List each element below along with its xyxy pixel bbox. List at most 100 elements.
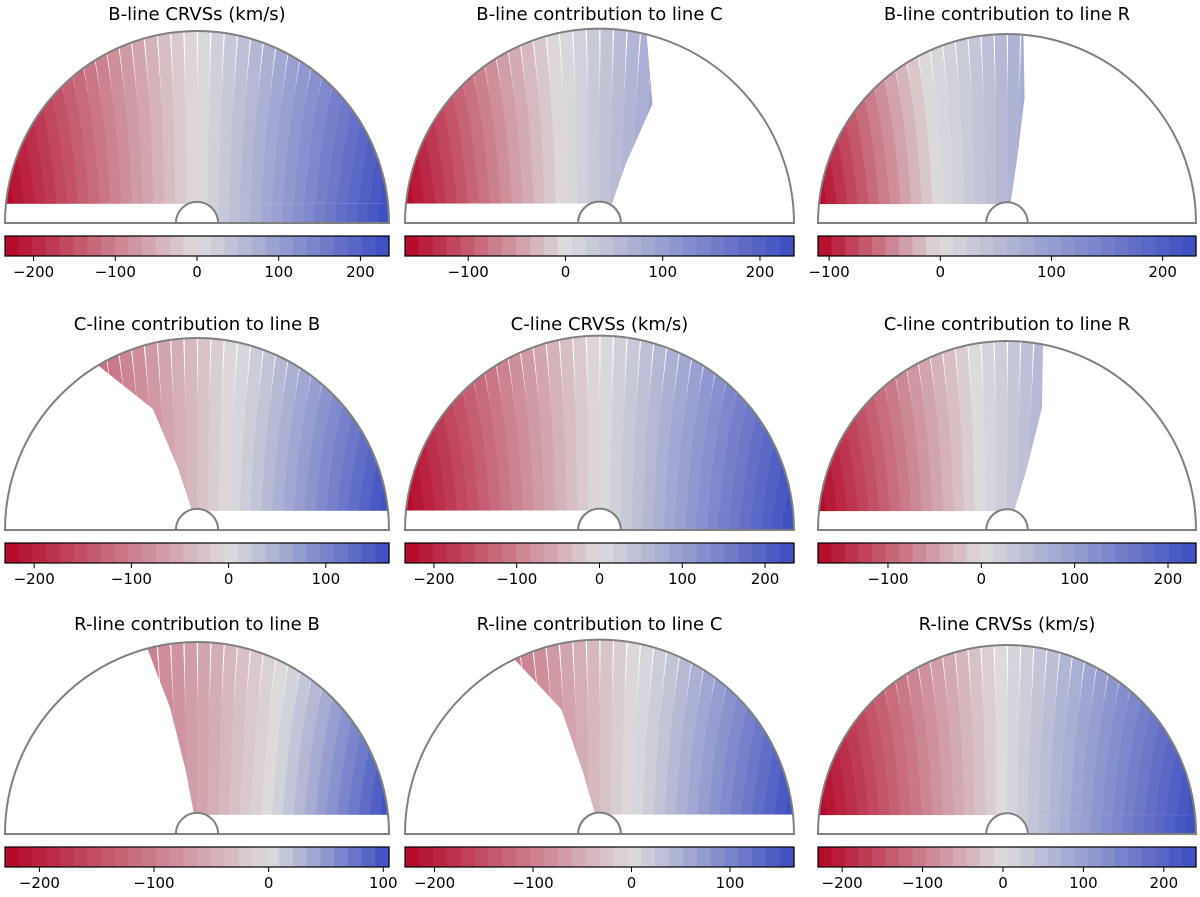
colorbar-segment (101, 847, 116, 867)
colorbar-segment (460, 236, 476, 256)
velocity-band (22, 637, 70, 836)
velocity-band (675, 510, 687, 530)
half-disc-outline (403, 27, 796, 224)
colorbar-tick-label: 100 (1060, 570, 1089, 588)
colorbar-segment (265, 543, 280, 563)
colorbar-segment (279, 236, 294, 256)
colorbar-segment (738, 543, 753, 563)
central-hole (577, 811, 622, 835)
colorbar-segment (993, 543, 1008, 563)
colorbar-segment (210, 236, 226, 256)
colorbar-segment (724, 543, 740, 563)
colorbar-segment (980, 236, 995, 256)
colorbar-segment (831, 847, 846, 867)
colorbar-segment (1047, 847, 1062, 867)
colorbar-segment (724, 847, 740, 867)
half-disc-outline (3, 641, 391, 835)
velocity-band (1028, 29, 1047, 225)
panel-title: B-line contribution to line C (476, 4, 722, 25)
colorbar-segment (926, 847, 941, 867)
velocity-band (818, 34, 841, 223)
velocity-band (250, 203, 262, 223)
colorbar-segment (818, 236, 833, 256)
colorbar-segment (530, 236, 545, 256)
colorbar-segment (114, 847, 130, 867)
central-hole (174, 200, 220, 224)
colorbar-segment (953, 847, 968, 867)
colorbar-segment (169, 847, 184, 867)
colorbar: −100 0 100 200 (817, 542, 1197, 588)
velocity-band (170, 642, 188, 834)
velocity-band (325, 203, 337, 223)
colorbar-segment (1101, 236, 1116, 256)
velocity-band (346, 203, 358, 223)
colorbar-segment (446, 543, 462, 563)
colorbar-segment (488, 236, 503, 256)
colorbar-segment (738, 236, 753, 256)
colorbar-tick-label: 200 (346, 263, 375, 281)
colorbar-segment (1182, 543, 1197, 563)
half-disc-outline (3, 337, 391, 531)
colorbar-segment (966, 543, 981, 563)
colorbar-segment (1007, 847, 1022, 867)
velocity-band (1081, 29, 1114, 225)
velocity-band (1144, 29, 1194, 225)
velocity-band (0, 333, 27, 532)
colorbar-segment (858, 847, 873, 867)
colorbar-segment (953, 543, 968, 563)
colorbar-segment (780, 543, 795, 563)
colorbar-segment (1128, 236, 1143, 256)
colorbar-segment (405, 543, 420, 563)
colorbar-segment (912, 847, 927, 867)
colorbar-segment (780, 847, 795, 867)
colorbar-segment (668, 543, 684, 563)
velocity-band (1102, 336, 1141, 532)
colorbar-segment (251, 236, 267, 256)
colorbar-segment (474, 847, 489, 867)
velocity-band (314, 203, 326, 223)
velocity-band (1070, 29, 1100, 225)
colorbar-tick-label: 100 (668, 570, 697, 588)
colorbar-segment (128, 847, 143, 867)
colorbar-segment (1101, 543, 1116, 563)
colorbar-tick-label: −200 (19, 874, 60, 892)
colorbar-tick-label: 0 (561, 263, 571, 281)
panel-title: R-line CRVSs (km/s) (919, 614, 1096, 635)
colorbar-segment (142, 543, 157, 563)
colorbar-segment (530, 543, 545, 563)
velocity-band (282, 203, 294, 223)
velocity-band (1122, 815, 1134, 834)
colorbar-segment (183, 543, 198, 563)
colorbar-segment (293, 847, 308, 867)
colorbar-segment (571, 847, 587, 867)
colorbar: −200 −100 0 100 (404, 846, 795, 892)
colorbar-segment (418, 847, 434, 867)
velocity-band (718, 24, 764, 226)
colorbar-segment (224, 543, 239, 563)
half-disc-outline (816, 33, 1198, 224)
colorbar-segment (1061, 847, 1076, 867)
velocity-band (653, 510, 666, 530)
velocity-band (422, 635, 471, 837)
velocity-band (1039, 29, 1060, 225)
colorbar-segment (210, 847, 226, 867)
velocity-band (449, 635, 492, 837)
velocity-band (772, 510, 784, 530)
colorbar-segment (347, 847, 363, 867)
colorbar-segment (251, 847, 267, 867)
colorbar-segment (752, 236, 767, 256)
colorbar-segment (1155, 543, 1170, 563)
colorbar-segment (224, 847, 239, 867)
velocity-band (1123, 29, 1168, 225)
half-disc-outline (403, 334, 796, 531)
colorbar-segment (1074, 236, 1089, 256)
colorbar-segment (474, 236, 489, 256)
colorbar-segment (1142, 236, 1157, 256)
velocity-band (1006, 34, 1021, 223)
velocity-band (586, 639, 601, 834)
central-hole (985, 508, 1029, 531)
colorbar-segment (460, 543, 476, 563)
colorbar: −200 −100 0 100 200 (4, 235, 390, 281)
colorbar-segment (599, 847, 614, 867)
colorbar-segment (1128, 847, 1143, 867)
